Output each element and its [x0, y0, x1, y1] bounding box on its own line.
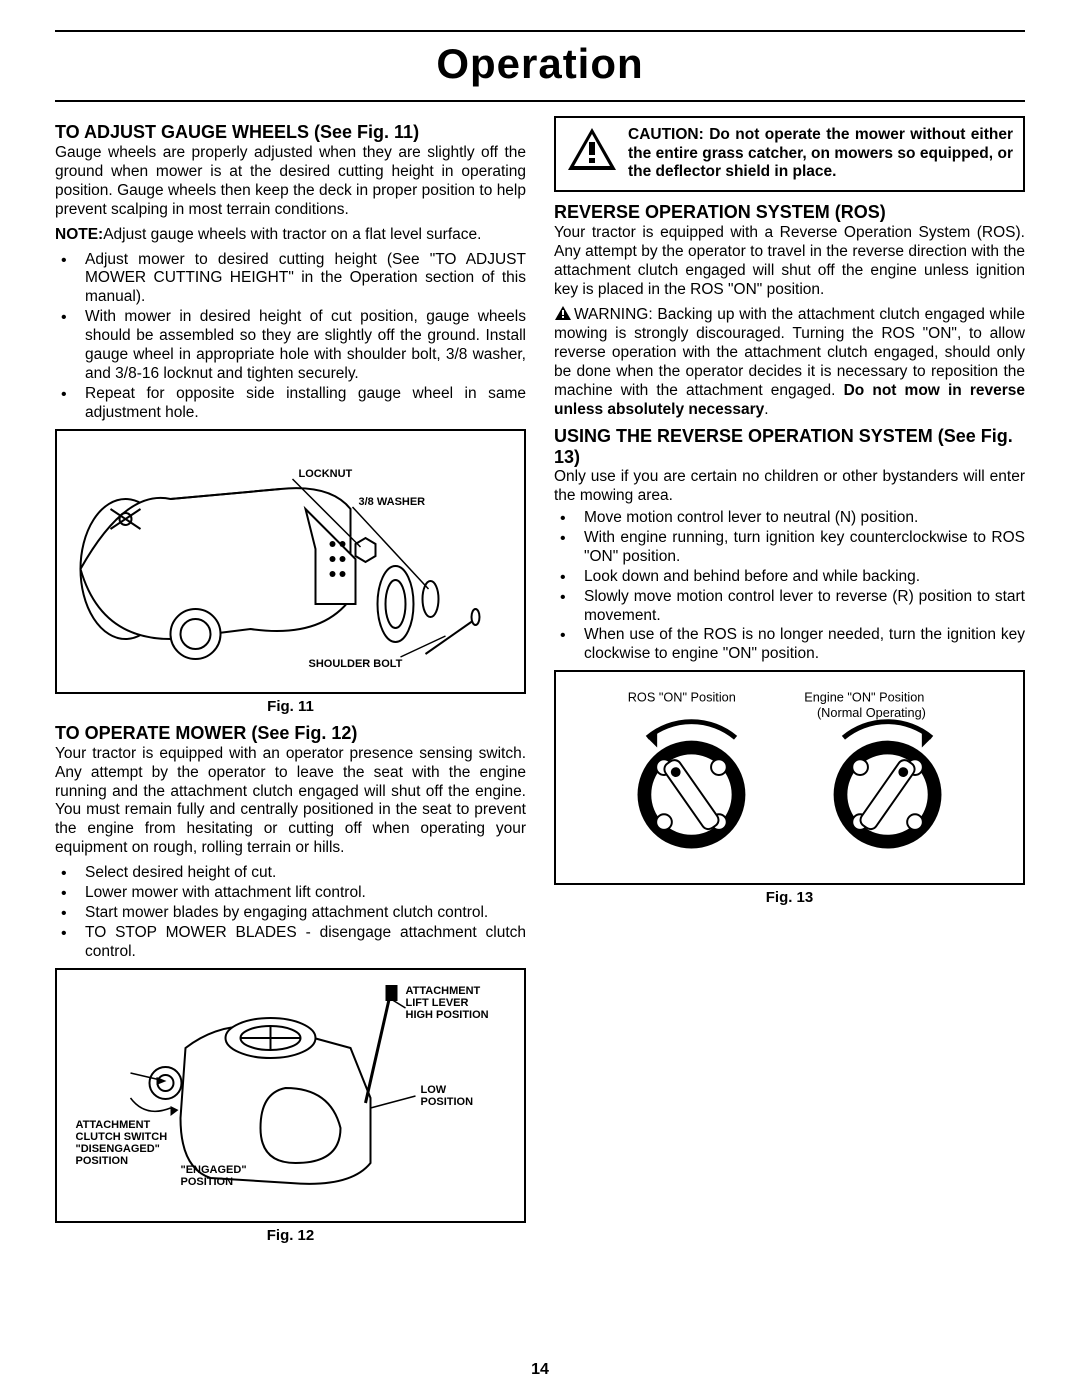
label-lift-lever: ATTACHMENT LIFT LEVER HIGH POSITION: [406, 985, 489, 1021]
warning-ros: WARNING: Backing up with the attachment …: [554, 305, 1025, 419]
label-locknut: LOCKNUT: [299, 468, 353, 480]
warning-icon: [554, 305, 572, 321]
para-ros: Your tractor is equipped with a Reverse …: [554, 224, 1025, 300]
list-item: Look down and behind before and while ba…: [554, 568, 1025, 587]
right-column: CAUTION: Do not operate the mower withou…: [554, 116, 1025, 1252]
caution-box: CAUTION: Do not operate the mower withou…: [554, 116, 1025, 192]
list-item: With engine running, turn ignition key c…: [554, 529, 1025, 567]
hr: [55, 100, 1025, 102]
figure-12-caption: Fig. 12: [55, 1227, 526, 1244]
figure-12-svg: ATTACHMENT LIFT LEVER HIGH POSITION LOW …: [65, 978, 516, 1208]
list-item: Slowly move motion control lever to reve…: [554, 588, 1025, 626]
bullets-using-ros: Move motion control lever to neutral (N)…: [554, 509, 1025, 664]
figure-13-box: ROS "ON" Position Engine "ON" Position (…: [554, 670, 1025, 885]
list-item: TO STOP MOWER BLADES - disengage attachm…: [55, 924, 526, 962]
figure-11-caption: Fig. 11: [55, 698, 526, 715]
figure-11-box: LOCKNUT 3/8 WASHER SHOULDER BOLT: [55, 429, 526, 694]
label-low-position: LOW POSITION: [421, 1084, 474, 1108]
para-gauge: Gauge wheels are properly adjusted when …: [55, 144, 526, 220]
list-item: Start mower blades by engaging attachmen…: [55, 904, 526, 923]
note-body: Adjust gauge wheels with tractor on a fl…: [103, 226, 481, 243]
label-engine-on: Engine "ON" Position: [804, 690, 924, 705]
label-normal: (Normal Operating): [817, 705, 926, 720]
figure-12-box: ATTACHMENT LIFT LEVER HIGH POSITION LOW …: [55, 968, 526, 1223]
bullets-gauge: Adjust mower to desired cutting height (…: [55, 251, 526, 423]
note-label: NOTE:: [55, 226, 103, 243]
left-column: TO ADJUST GAUGE WHEELS (See Fig. 11) Gau…: [55, 116, 526, 1252]
list-item: Adjust mower to desired cutting height (…: [55, 251, 526, 308]
warn-label: WARNING:: [574, 306, 653, 323]
heading-operate-mower: TO OPERATE MOWER (See Fig. 12): [55, 723, 526, 744]
figure-13-svg: ROS "ON" Position Engine "ON" Position (…: [564, 680, 1015, 870]
list-item: Lower mower with attachment lift control…: [55, 884, 526, 903]
heading-ros: REVERSE OPERATION SYSTEM (ROS): [554, 202, 1025, 223]
bullets-operate: Select desired height of cut. Lower mowe…: [55, 864, 526, 962]
figure-13-caption: Fig. 13: [554, 889, 1025, 906]
list-item: Select desired height of cut.: [55, 864, 526, 883]
caution-text: CAUTION: Do not operate the mower withou…: [628, 126, 1013, 182]
list-item: With mower in desired height of cut posi…: [55, 308, 526, 384]
label-shoulder-bolt: SHOULDER BOLT: [309, 658, 403, 670]
heading-gauge-wheels: TO ADJUST GAUGE WHEELS (See Fig. 11): [55, 122, 526, 143]
label-clutch-switch: ATTACHMENT CLUTCH SWITCH "DISENGAGED" PO…: [76, 1119, 171, 1167]
list-item: Repeat for opposite side installing gaug…: [55, 385, 526, 423]
list-item: When use of the ROS is no longer needed,…: [554, 626, 1025, 664]
list-item: Move motion control lever to neutral (N)…: [554, 509, 1025, 528]
heading-using-ros: USING THE REVERSE OPERATION SYSTEM (See …: [554, 426, 1025, 467]
page-title: Operation: [55, 40, 1025, 88]
para-operate: Your tractor is equipped with an operato…: [55, 745, 526, 858]
warning-triangle-icon: [566, 126, 618, 172]
page-number: 14: [0, 1361, 1080, 1379]
note-gauge: NOTE:Adjust gauge wheels with tractor on…: [55, 226, 526, 245]
figure-11-svg: LOCKNUT 3/8 WASHER SHOULDER BOLT: [65, 439, 516, 679]
label-washer: 3/8 WASHER: [359, 496, 426, 508]
para-using-ros: Only use if you are certain no children …: [554, 468, 1025, 506]
label-ros-on: ROS "ON" Position: [628, 690, 736, 705]
